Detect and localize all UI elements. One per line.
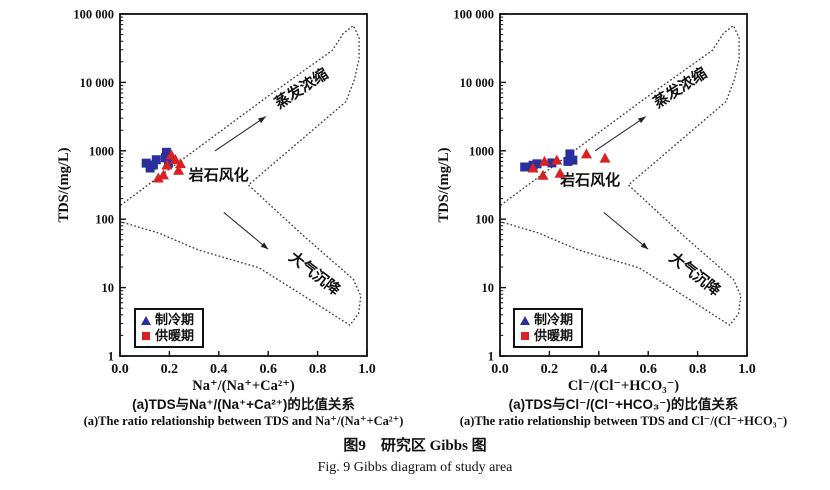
caption-a-chinese: (a)TDS与Na⁺/(Na⁺+Ca²⁺)的比值关系 (132, 397, 355, 412)
data-point-triangle (538, 155, 550, 166)
data-point-triangle (580, 148, 592, 159)
legend-label-heating: 供暖期 (155, 328, 195, 343)
x-tick-label: 0.6 (259, 362, 277, 377)
data-point-triangle (551, 154, 563, 165)
x-tick-label: 0.4 (210, 362, 228, 377)
region-label: 大气沉降 (286, 248, 345, 300)
trend-arrow-head (640, 242, 649, 250)
legend-item-heating: 供暖期 (141, 328, 194, 344)
x-tick-label: 0.4 (590, 362, 608, 377)
legend-item-cooling: 制冷期 (141, 312, 194, 328)
x-tick-label: 0.2 (161, 362, 179, 377)
x-axis-title: Na⁺/(Na⁺+Ca²⁺) (192, 378, 295, 394)
figure-caption-english: Fig. 9 Gibbs diagram of study area (317, 460, 513, 475)
trend-arrow-line (603, 211, 649, 250)
y-tick-label: 1 (108, 350, 114, 364)
data-point-triangle (161, 159, 173, 170)
legend-label-cooling: 制冷期 (155, 312, 195, 327)
data-point-square (547, 158, 557, 168)
gibbs-boundary-dotted-line (500, 24, 742, 326)
plot-border (499, 13, 748, 357)
data-point-triangle (599, 152, 611, 163)
y-tick-label: 100 000 (453, 8, 494, 22)
trend-arrow-head (257, 116, 266, 124)
data-point-triangle (527, 162, 539, 173)
legend-a: 制冷期 供暖期 (134, 308, 205, 348)
data-point-square (160, 153, 170, 163)
heating-square-icon (521, 332, 529, 340)
y-tick-label: 10 (482, 281, 495, 295)
y-tick-label: 10 000 (80, 76, 114, 90)
x-tick-label: 0.0 (111, 362, 129, 377)
y-tick-label: 1000 (469, 144, 494, 158)
data-point-triangle (173, 164, 185, 175)
x-tick-label: 0.6 (639, 362, 657, 377)
trend-arrow-line (594, 116, 647, 152)
x-tick-label: 0.0 (491, 362, 509, 377)
figure-caption-chinese: 图9 研究区 Gibbs 图 (343, 438, 487, 454)
y-tick-label: 1000 (89, 144, 114, 158)
x-axis-title: Cl⁻/(Cl⁻+HCO₃⁻) (568, 378, 679, 394)
legend-b: 制冷期 供暖期 (513, 308, 584, 348)
plot-border (119, 13, 368, 357)
legend-label-cooling: 制冷期 (534, 312, 574, 327)
caption-a-english: (a)The ratio relationship between TDS an… (83, 414, 404, 428)
y-tick-label: 10 000 (460, 76, 494, 90)
y-axis-title: TDS/(mg/L) (436, 147, 452, 222)
data-point-square (161, 147, 171, 157)
legend-label-heating: 供暖期 (534, 328, 574, 343)
data-point-triangle (152, 172, 164, 183)
x-tick-label: 1.0 (358, 362, 376, 377)
y-tick-label: 1 (488, 350, 494, 364)
cooling-triangle-icon (141, 315, 151, 325)
trend-arrow-line (223, 211, 269, 250)
chart-panel-b: 蒸发浓缩岩石风化大气沉降 1 10 100 1000 10 000 100 000 0.0 0.… (415, 0, 830, 435)
trend-arrow-line (214, 116, 267, 152)
data-point-triangle (175, 158, 187, 169)
data-point-square (141, 158, 151, 168)
y-tick-label: 100 (475, 213, 494, 227)
data-point-square (565, 149, 575, 159)
legend-item-cooling: 制冷期 (520, 312, 573, 328)
trend-arrow-head (637, 116, 646, 124)
region-label: 蒸发浓缩 (271, 65, 331, 113)
data-point-triangle (554, 167, 566, 178)
caption-a: (a)TDS与Na⁺/(Na⁺+Ca²⁺)的比值关系 (a)The ratio … (36, 397, 451, 429)
region-label: 大气沉降 (666, 249, 725, 301)
data-point-square (520, 162, 530, 172)
gibbs-boundary-dotted-line (120, 24, 362, 326)
heating-square-icon (142, 332, 150, 340)
data-point-square (151, 155, 161, 165)
caption-b-english: (a)The ratio relationship between TDS an… (459, 414, 788, 428)
data-point-triangle (157, 169, 169, 180)
data-point-square (568, 155, 578, 165)
region-label: 岩石风化 (188, 166, 249, 184)
x-tick-label: 1.0 (738, 362, 756, 377)
data-point-square (148, 160, 158, 170)
trend-arrow-head (260, 242, 269, 250)
caption-b: (a)TDS与Cl⁻/(Cl⁻+HCO₃⁻)的比值关系 (a)The ratio… (416, 397, 830, 429)
figure-caption: 图9 研究区 Gibbs 图 Fig. 9 Gibbs diagram of s… (0, 436, 830, 480)
x-tick-label: 0.2 (541, 362, 559, 377)
data-point-square (563, 156, 573, 166)
data-point-triangle (537, 169, 549, 180)
data-point-square (532, 159, 542, 169)
legend-item-heating: 供暖期 (520, 328, 573, 344)
region-label: 岩石风化 (559, 171, 620, 189)
cooling-triangle-icon (520, 315, 530, 325)
region-label: 蒸发浓缩 (650, 64, 710, 112)
y-axis-title: TDS/(mg/L) (56, 147, 72, 222)
y-tick-label: 100 000 (73, 8, 114, 22)
chart-panel-a: 蒸发浓缩岩石风化大气沉降 1 10 100 1000 10 000 100 000 0.0 0.… (0, 0, 415, 435)
caption-b-chinese: (a)TDS与Cl⁻/(Cl⁻+HCO₃⁻)的比值关系 (508, 397, 739, 412)
x-tick-label: 0.8 (689, 362, 707, 377)
x-tick-label: 0.8 (309, 362, 327, 377)
y-tick-label: 10 (102, 281, 115, 295)
data-point-triangle (169, 154, 181, 165)
y-tick-label: 100 (95, 213, 114, 227)
